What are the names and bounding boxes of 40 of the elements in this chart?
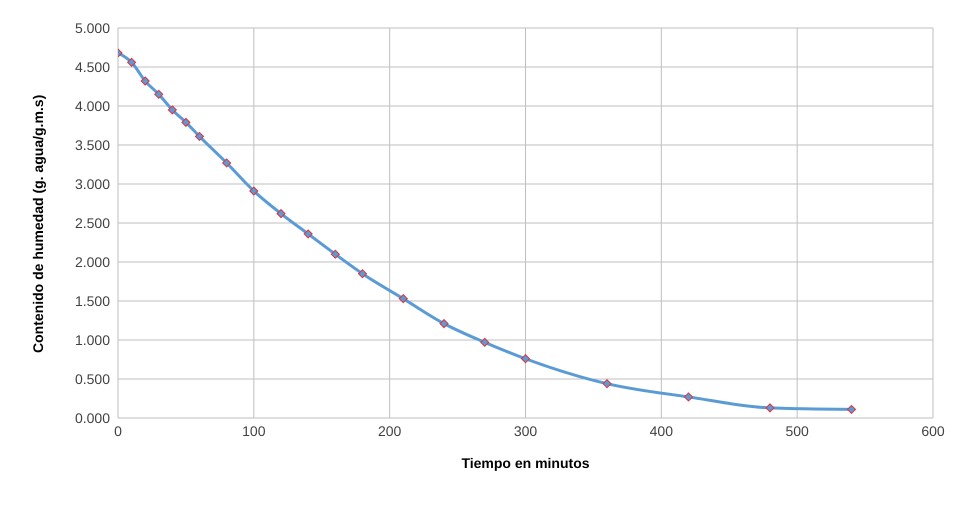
point <box>127 58 136 67</box>
y-axis-title: Contenido de humedad (g. agua/g.m.s) <box>30 94 46 353</box>
x-tick-label: 600 <box>921 422 945 439</box>
point <box>249 186 258 196</box>
x-tick-label: 0 <box>114 422 122 439</box>
point <box>766 403 774 412</box>
point <box>304 229 313 238</box>
y-tick-label: 1.000 <box>74 332 110 348</box>
x-tick-label: 100 <box>242 422 266 439</box>
x-tick-label: 200 <box>378 422 402 439</box>
y-tick-label: 3.500 <box>74 136 110 153</box>
point <box>521 354 530 364</box>
point <box>398 294 408 304</box>
y-tick-label: 4.000 <box>74 98 110 114</box>
point <box>684 392 693 402</box>
point <box>276 209 286 218</box>
point <box>480 338 490 347</box>
point <box>140 76 150 86</box>
y-tick-label: 2.000 <box>74 254 110 270</box>
point <box>330 250 340 259</box>
x-axis-title: Tiempo en minutos <box>461 455 590 471</box>
y-tick-label: 0.000 <box>74 410 110 426</box>
point <box>222 158 232 168</box>
point <box>168 105 177 114</box>
y-tick-label: 3.000 <box>74 176 110 192</box>
x-tick-label: 400 <box>650 422 674 439</box>
x-tick-label: 300 <box>514 422 538 439</box>
y-tick-label: 4.500 <box>74 58 110 75</box>
point <box>847 404 856 414</box>
y-tick-label: 2.500 <box>74 214 110 231</box>
point <box>602 379 612 388</box>
point <box>358 269 367 278</box>
point <box>440 319 448 328</box>
y-tick-label: 1.500 <box>74 292 110 309</box>
point <box>181 118 190 127</box>
x-tick-label: 500 <box>785 422 810 439</box>
point <box>195 132 204 141</box>
point <box>154 90 164 99</box>
y-tick-label: 0.500 <box>74 370 110 387</box>
y-tick-label: 5.000 <box>74 20 110 36</box>
